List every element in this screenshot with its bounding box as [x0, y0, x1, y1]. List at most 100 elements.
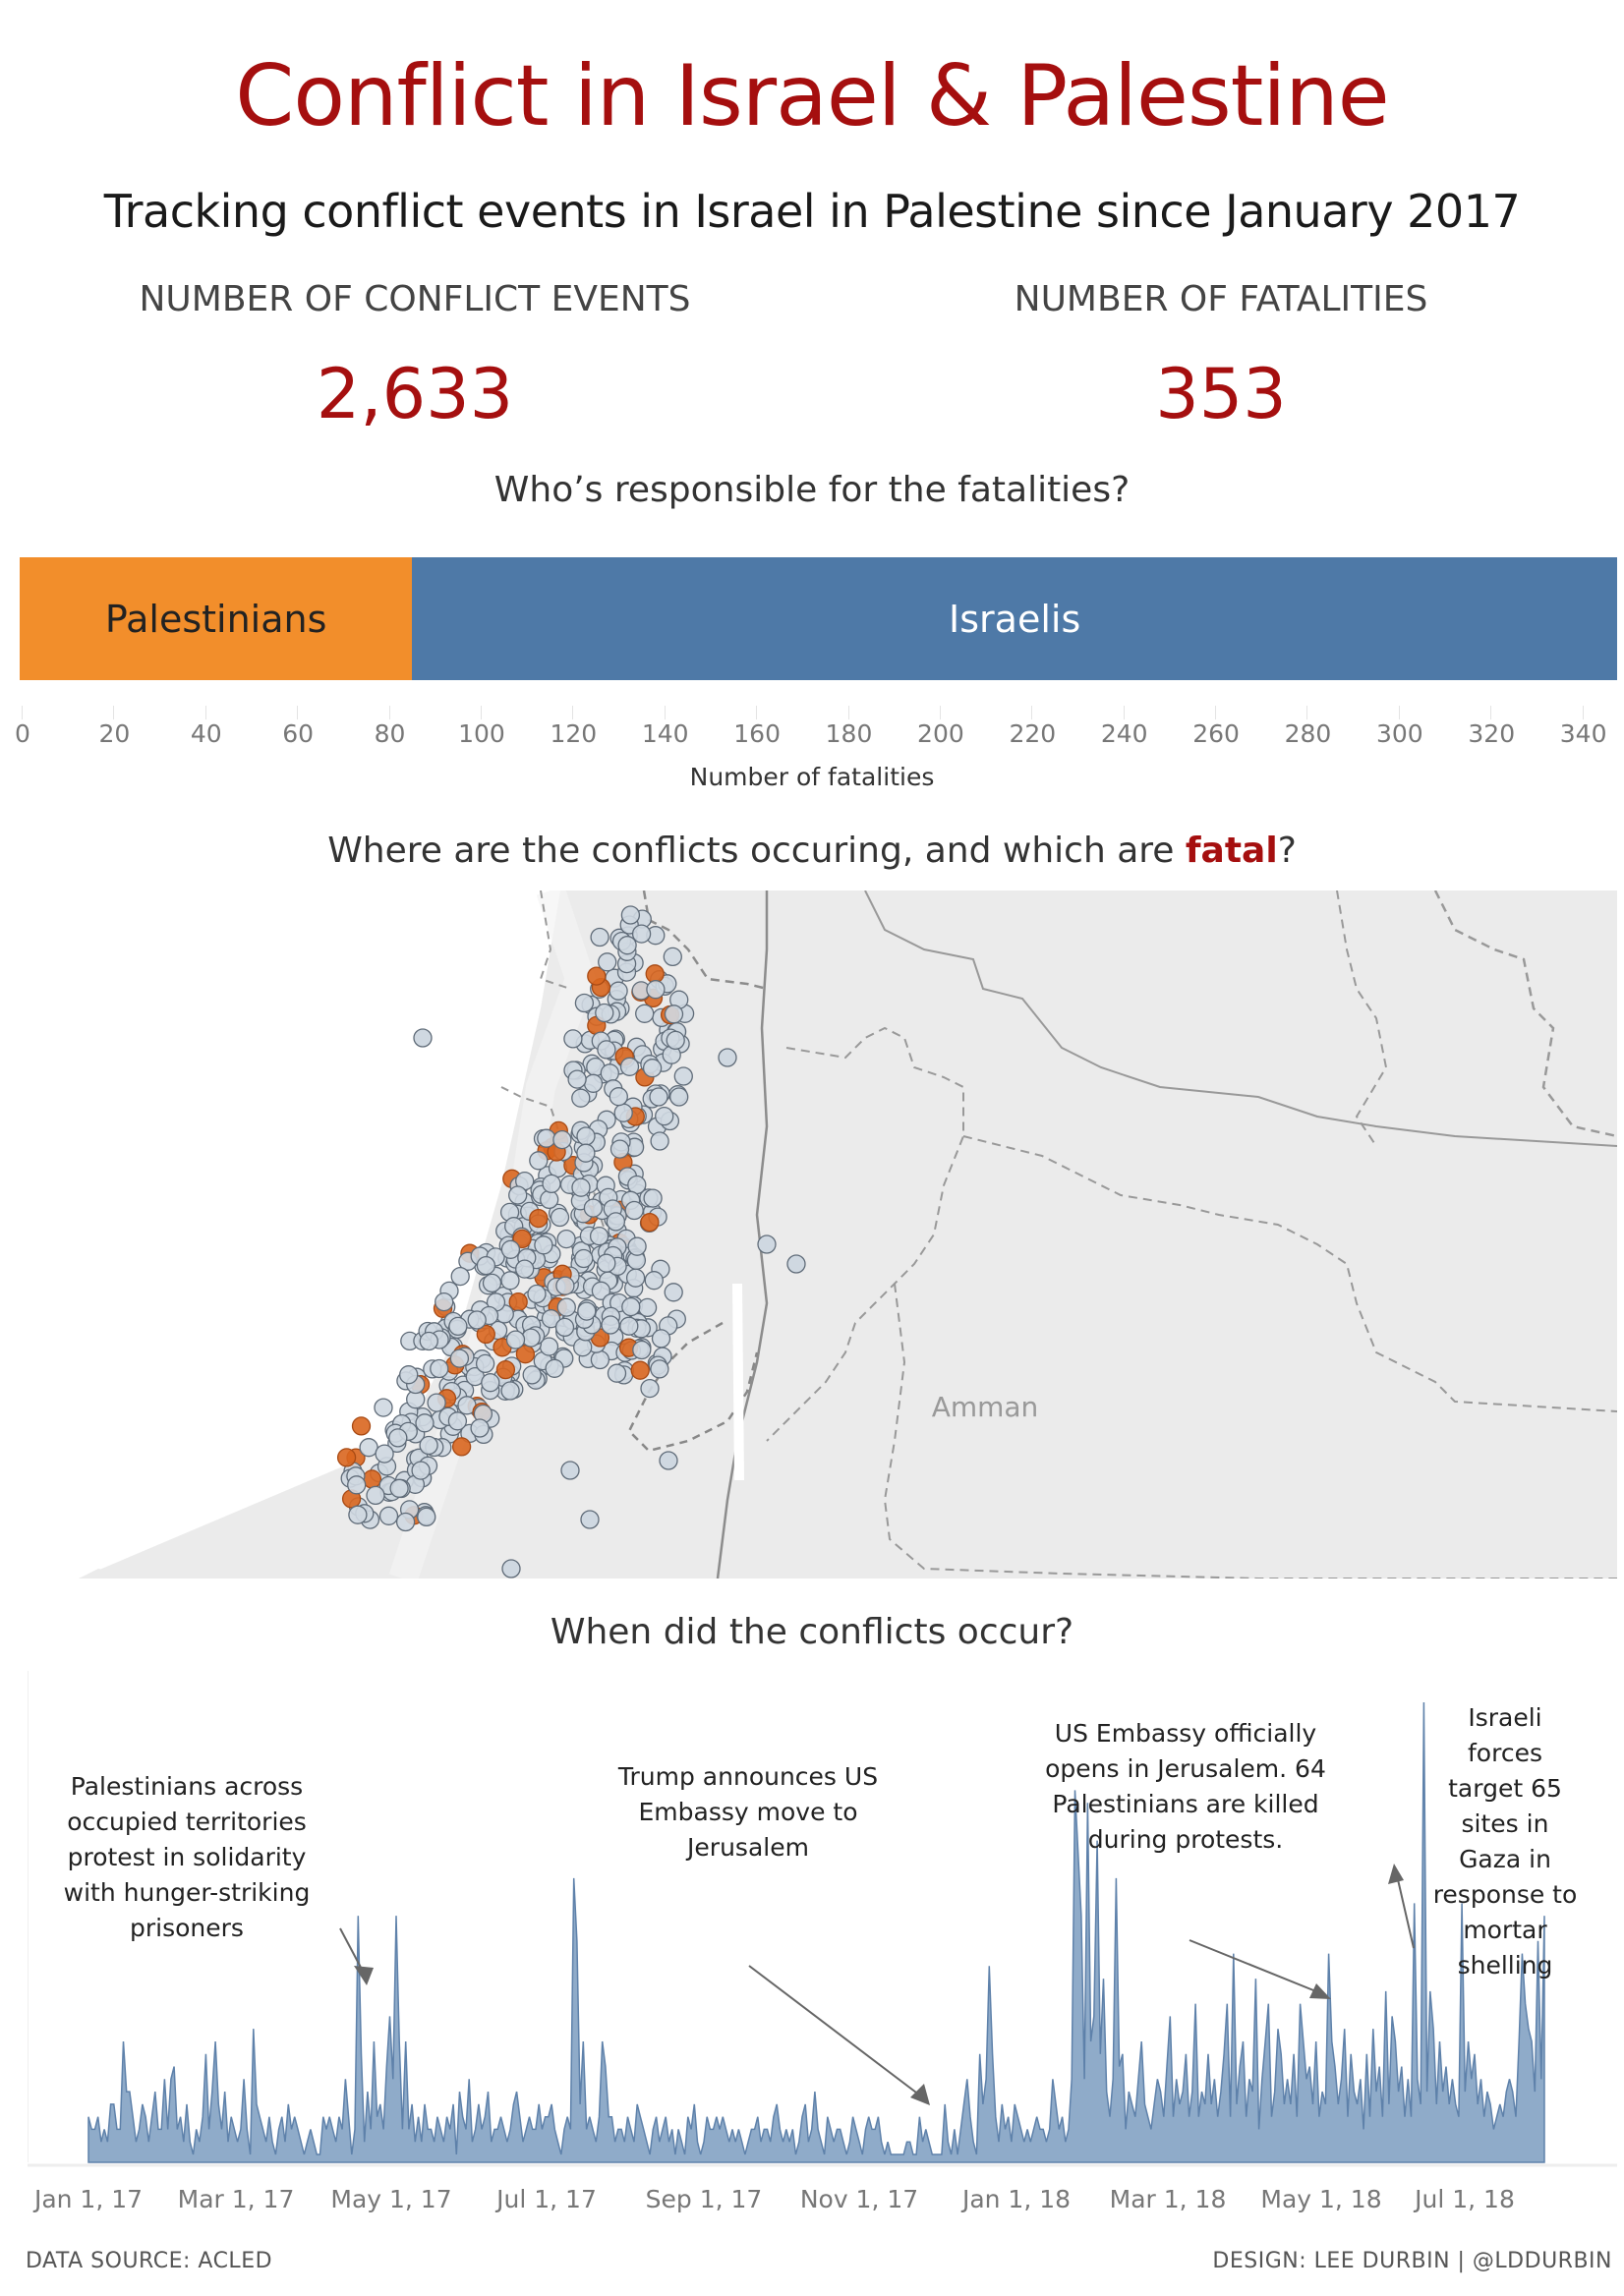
event-point[interactable] — [359, 1438, 378, 1458]
event-point[interactable] — [500, 1271, 520, 1291]
event-point[interactable] — [576, 1126, 596, 1146]
event-point[interactable] — [413, 1028, 433, 1048]
event-point[interactable] — [601, 1315, 620, 1335]
event-point[interactable] — [542, 1174, 561, 1194]
event-point[interactable] — [571, 1177, 591, 1197]
event-point[interactable] — [366, 1485, 385, 1506]
event-point[interactable] — [651, 1329, 671, 1349]
event-point[interactable] — [609, 1087, 628, 1107]
event-point[interactable] — [500, 1381, 520, 1401]
event-point[interactable] — [617, 936, 637, 955]
fatal-event-point[interactable] — [587, 966, 607, 986]
event-point[interactable] — [632, 1340, 652, 1360]
event-point[interactable] — [583, 1198, 604, 1218]
event-point[interactable] — [554, 1317, 575, 1338]
event-point[interactable] — [450, 1266, 470, 1287]
event-point[interactable] — [417, 1507, 436, 1527]
fatal-event-point[interactable] — [508, 1292, 528, 1312]
bar-segment-palestinians[interactable]: Palestinians — [20, 557, 413, 680]
event-point[interactable] — [482, 1273, 502, 1293]
event-point[interactable] — [580, 1510, 600, 1529]
event-point[interactable] — [786, 1254, 806, 1274]
event-point[interactable] — [475, 1353, 495, 1374]
event-point[interactable] — [619, 1316, 639, 1336]
event-point[interactable] — [527, 1284, 547, 1304]
event-point[interactable] — [576, 1143, 596, 1163]
event-point[interactable] — [659, 1451, 678, 1470]
map-event-points[interactable] — [336, 905, 806, 1578]
fatal-event-point[interactable] — [336, 1448, 357, 1467]
event-point[interactable] — [550, 1207, 570, 1228]
event-point[interactable] — [597, 1040, 616, 1060]
event-point[interactable] — [607, 1363, 627, 1383]
event-point[interactable] — [555, 1276, 575, 1295]
event-point[interactable] — [430, 1358, 449, 1379]
event-point[interactable] — [598, 952, 617, 972]
event-point[interactable] — [378, 1506, 399, 1525]
event-point[interactable] — [606, 1212, 626, 1232]
fatal-event-point[interactable] — [630, 1360, 650, 1380]
event-point[interactable] — [609, 1139, 630, 1159]
event-point[interactable] — [609, 981, 628, 1001]
event-point[interactable] — [427, 1393, 446, 1412]
event-point[interactable] — [505, 1330, 526, 1349]
event-point[interactable] — [419, 1331, 438, 1351]
event-point[interactable] — [577, 1301, 597, 1321]
event-point[interactable] — [655, 1106, 674, 1126]
event-point[interactable] — [663, 947, 682, 967]
event-point[interactable] — [501, 1559, 521, 1578]
event-point[interactable] — [537, 1128, 556, 1148]
event-point[interactable] — [388, 1428, 408, 1448]
fatal-event-point[interactable] — [495, 1359, 516, 1380]
event-point[interactable] — [545, 1358, 564, 1378]
event-point[interactable] — [624, 1200, 644, 1221]
event-point[interactable] — [476, 1255, 496, 1276]
event-point[interactable] — [419, 1435, 438, 1456]
event-point[interactable] — [375, 1444, 394, 1464]
event-point[interactable] — [389, 1478, 409, 1498]
event-point[interactable] — [522, 1365, 542, 1385]
event-point[interactable] — [644, 1271, 664, 1291]
event-point[interactable] — [718, 1048, 737, 1067]
event-point[interactable] — [435, 1292, 454, 1312]
fatal-event-point[interactable] — [476, 1324, 495, 1345]
event-point[interactable] — [646, 980, 666, 1000]
event-point[interactable] — [627, 1236, 647, 1256]
footer-design-credit[interactable]: DESIGN: LEE DURBIN | @LDDURBIN — [1212, 2249, 1612, 2273]
event-point[interactable] — [573, 1338, 593, 1357]
events-area[interactable] — [87, 1701, 1545, 2163]
event-point[interactable] — [374, 1398, 393, 1417]
event-point[interactable] — [560, 1461, 580, 1480]
event-point[interactable] — [563, 1029, 583, 1049]
event-point[interactable] — [631, 924, 652, 944]
event-point[interactable] — [552, 1129, 572, 1150]
event-point[interactable] — [643, 1188, 663, 1208]
conflict-map[interactable]: Amman — [79, 890, 1617, 1578]
fatal-event-point[interactable] — [451, 1437, 472, 1457]
event-point[interactable] — [590, 927, 609, 947]
event-point[interactable] — [621, 1296, 641, 1317]
event-point[interactable] — [481, 1373, 500, 1393]
event-point[interactable] — [571, 1088, 591, 1108]
event-point[interactable] — [348, 1505, 368, 1524]
event-point[interactable] — [590, 1349, 610, 1370]
event-point[interactable] — [649, 1087, 668, 1107]
event-point[interactable] — [642, 1059, 663, 1078]
event-point[interactable] — [567, 1069, 587, 1089]
event-point[interactable] — [574, 1248, 594, 1269]
event-point[interactable] — [347, 1475, 367, 1495]
event-point[interactable] — [449, 1349, 470, 1368]
event-point[interactable] — [500, 1239, 521, 1259]
event-point[interactable] — [666, 1030, 685, 1051]
event-point[interactable] — [673, 1066, 693, 1086]
event-point[interactable] — [415, 1413, 435, 1433]
event-point[interactable] — [447, 1411, 468, 1431]
event-point[interactable] — [529, 1151, 549, 1171]
event-point[interactable] — [650, 1359, 669, 1379]
event-point[interactable] — [613, 1103, 633, 1122]
event-point[interactable] — [757, 1234, 777, 1254]
timeline-area-chart[interactable] — [27, 1671, 1617, 2172]
event-point[interactable] — [620, 905, 641, 925]
event-point[interactable] — [411, 1461, 431, 1480]
event-point[interactable] — [556, 1297, 576, 1317]
